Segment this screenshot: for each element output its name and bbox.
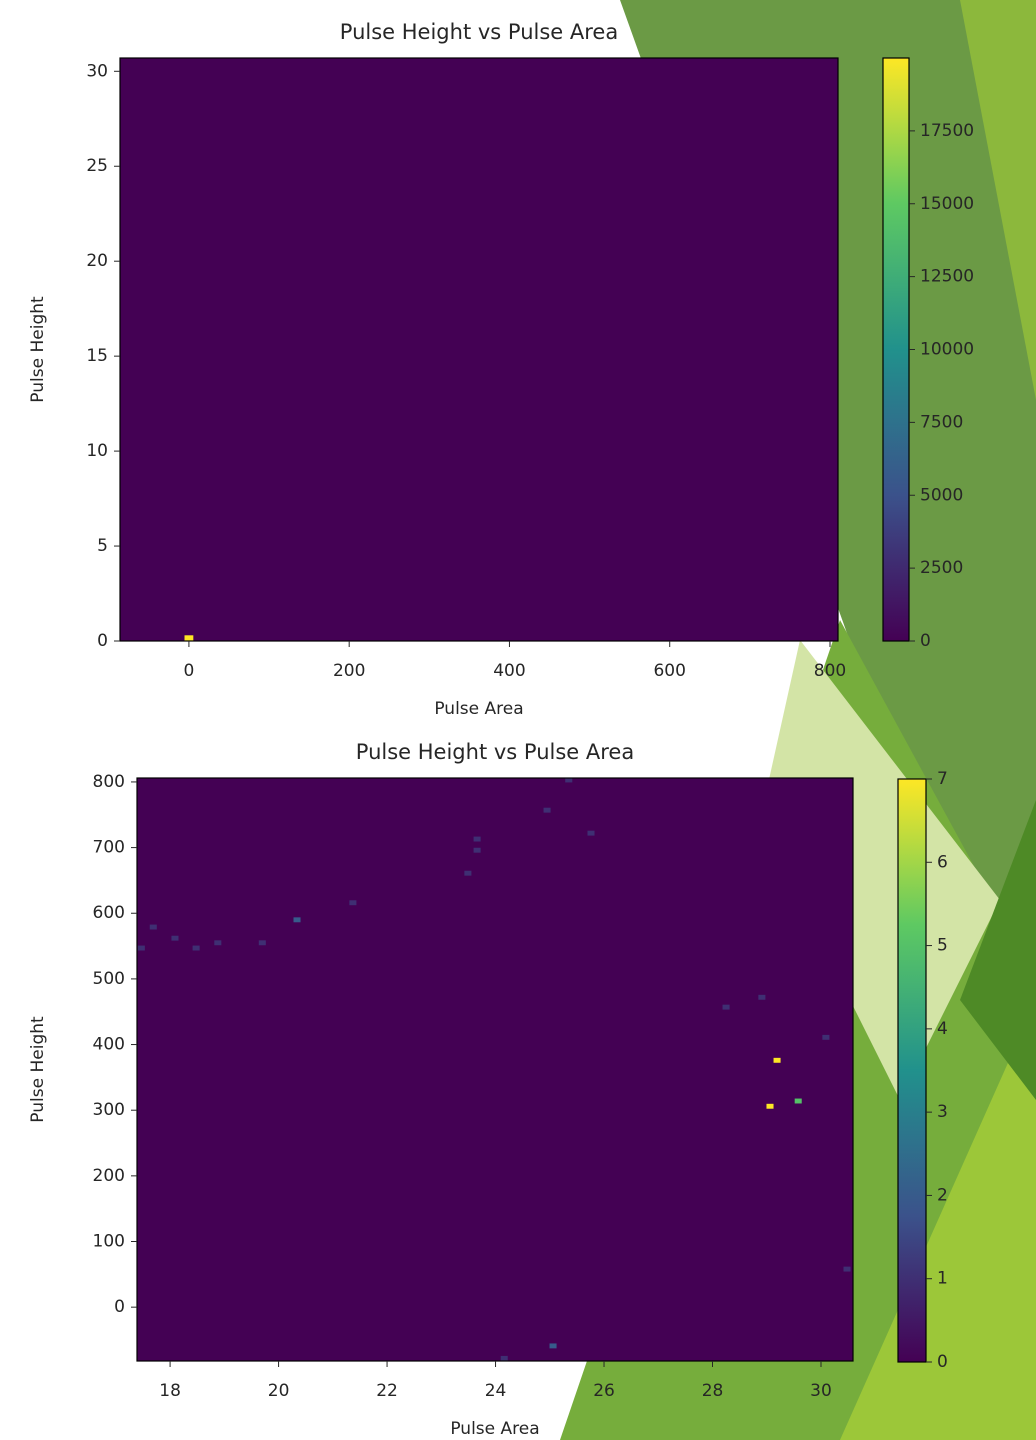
- heatmap-cell: [758, 994, 766, 1000]
- colorbar-tick-label: 6: [937, 852, 948, 872]
- heatmap-cell: [722, 1004, 730, 1010]
- x-axis-label: Pulse Area: [434, 699, 523, 719]
- heatmap-cell: [184, 635, 194, 641]
- colorbar-tick-label: 0: [937, 1352, 948, 1372]
- heatmap-cell: [473, 847, 481, 853]
- heatmap-cell: [171, 935, 179, 941]
- colorbar-tick-label: 4: [937, 1019, 948, 1039]
- colorbar-tick-label: 10000: [920, 340, 974, 360]
- x-tick-label: 18: [159, 1381, 181, 1401]
- heatmap-cell: [543, 807, 551, 813]
- x-tick-label: 800: [814, 661, 846, 681]
- colorbar-tick-label: 7500: [920, 412, 963, 432]
- x-tick-label: 400: [493, 661, 525, 681]
- heatmap-cell: [473, 836, 481, 842]
- y-tick-label: 10: [86, 441, 108, 461]
- y-tick-label: 30: [86, 61, 108, 81]
- plot-area: [137, 778, 853, 1361]
- heatmap-cell: [565, 777, 573, 783]
- colorbar-tick-label: 7: [937, 769, 948, 789]
- colorbar-tick-label: 15000: [920, 194, 974, 214]
- x-tick-label: 30: [810, 1381, 832, 1401]
- colorbar-tick-label: 5: [937, 936, 948, 956]
- colorbar-tick-label: 2: [937, 1185, 948, 1205]
- y-tick-label: 700: [93, 838, 125, 858]
- y-tick-label: 200: [93, 1166, 125, 1186]
- chart-title: Pulse Height vs Pulse Area: [356, 740, 634, 764]
- colorbar-tick-label: 0: [920, 631, 931, 651]
- x-tick-label: 200: [333, 661, 365, 681]
- y-tick-label: 5: [97, 536, 108, 556]
- colorbar: [882, 57, 910, 642]
- heatmap-cell: [587, 830, 595, 836]
- x-axis-label: Pulse Area: [450, 1419, 539, 1439]
- heatmap-cell: [258, 940, 266, 946]
- heatmap-cell: [794, 1098, 802, 1104]
- colorbar-tick-label: 1: [937, 1269, 948, 1289]
- heatmap-cell: [349, 900, 357, 906]
- colorbar-tick-label: 12500: [920, 267, 974, 287]
- y-tick-label: 800: [93, 772, 125, 792]
- y-tick-label: 100: [93, 1232, 125, 1252]
- heatmap-cell: [192, 945, 200, 951]
- y-axis-label: Pulse Height: [28, 296, 48, 403]
- colorbar-tick-label: 3: [937, 1102, 948, 1122]
- heatmap-cell: [500, 1355, 508, 1361]
- heatmap-cell: [766, 1103, 774, 1109]
- y-axis-label: Pulse Height: [28, 1016, 48, 1123]
- heatmap-cell: [773, 1057, 781, 1063]
- y-tick-label: 0: [97, 631, 108, 651]
- y-tick-label: 500: [93, 969, 125, 989]
- heatmap-cell: [293, 917, 301, 923]
- y-tick-label: 400: [93, 1035, 125, 1055]
- y-tick-label: 25: [86, 156, 108, 176]
- y-tick-label: 300: [93, 1100, 125, 1120]
- axes-frame: [119, 57, 839, 642]
- y-tick-label: 0: [114, 1297, 125, 1317]
- y-tick-label: 20: [86, 251, 108, 271]
- x-tick-label: 0: [184, 661, 195, 681]
- colorbar-tick-label: 17500: [920, 121, 974, 141]
- heatmap-cell: [214, 940, 222, 946]
- heatmap-cell: [549, 1343, 557, 1349]
- y-tick-label: 600: [93, 903, 125, 923]
- x-tick-label: 600: [653, 661, 685, 681]
- heatmap-cell: [149, 924, 157, 930]
- heatmap-cell: [464, 870, 472, 876]
- chart-title: Pulse Height vs Pulse Area: [340, 20, 618, 44]
- x-tick-label: 28: [702, 1381, 724, 1401]
- x-tick-label: 26: [593, 1381, 615, 1401]
- heatmap-cell: [137, 945, 145, 951]
- x-tick-label: 24: [485, 1381, 507, 1401]
- x-tick-label: 22: [376, 1381, 398, 1401]
- colorbar-tick-label: 2500: [920, 558, 963, 578]
- heatmap-cell: [822, 1034, 830, 1040]
- colorbar: [897, 778, 927, 1363]
- y-tick-label: 15: [86, 346, 108, 366]
- plot-area: [120, 58, 838, 641]
- x-tick-label: 20: [268, 1381, 290, 1401]
- axes-frame: [136, 777, 854, 1362]
- heatmap-cell: [843, 1266, 851, 1272]
- colorbar-tick-label: 5000: [920, 485, 963, 505]
